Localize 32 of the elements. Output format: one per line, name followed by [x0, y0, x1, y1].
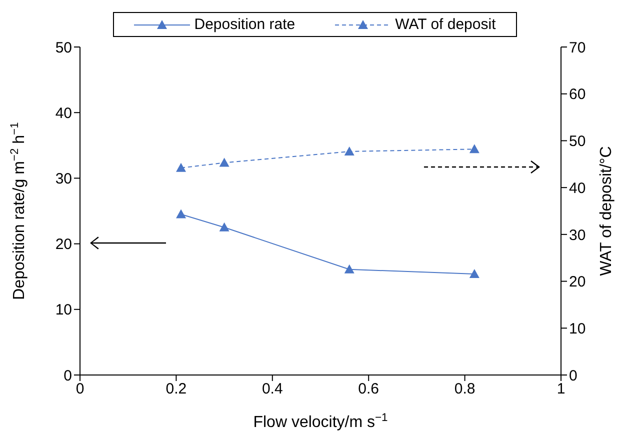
y2-tick-label: 20 [569, 274, 586, 291]
y-tick-label: 20 [55, 236, 72, 254]
y2-tick-label: 70 [569, 39, 586, 56]
point [176, 209, 186, 218]
x-tick-label: 0.2 [166, 380, 187, 398]
y2-tick-label: 50 [569, 133, 586, 150]
x-tick-label: 0.8 [454, 380, 476, 398]
legend-label: Deposition rate [194, 16, 296, 33]
y-tick-label: 30 [55, 170, 72, 188]
y2-tick-label: 30 [569, 226, 586, 244]
x-tick-label: 0.4 [262, 380, 283, 398]
point [176, 162, 186, 172]
point [469, 144, 480, 154]
y-tick-label: 40 [55, 104, 72, 122]
x-tick-label: 0.6 [358, 380, 380, 398]
point [344, 146, 354, 156]
y-tick-label: 0 [64, 367, 72, 384]
y2-tick-label: 10 [569, 320, 586, 338]
point [219, 222, 230, 232]
x-axis-title: Flow velocity/m s$^{−1}$ [253, 412, 388, 431]
y2-tick-label: 60 [569, 86, 586, 104]
x-tick-label: 1 [556, 380, 566, 398]
y2-tick-label: 40 [569, 180, 586, 197]
point [219, 158, 230, 167]
x-tick-label: 0 [76, 380, 84, 398]
y-tick-label: 10 [55, 302, 72, 319]
legend-label: WAT of deposit [395, 16, 496, 33]
point [469, 268, 480, 278]
point [344, 264, 354, 274]
y-tick-label: 50 [55, 39, 72, 56]
y2-axis-title: WAT of deposit/°C [598, 146, 615, 276]
y2-tick-label: 0 [569, 367, 578, 384]
